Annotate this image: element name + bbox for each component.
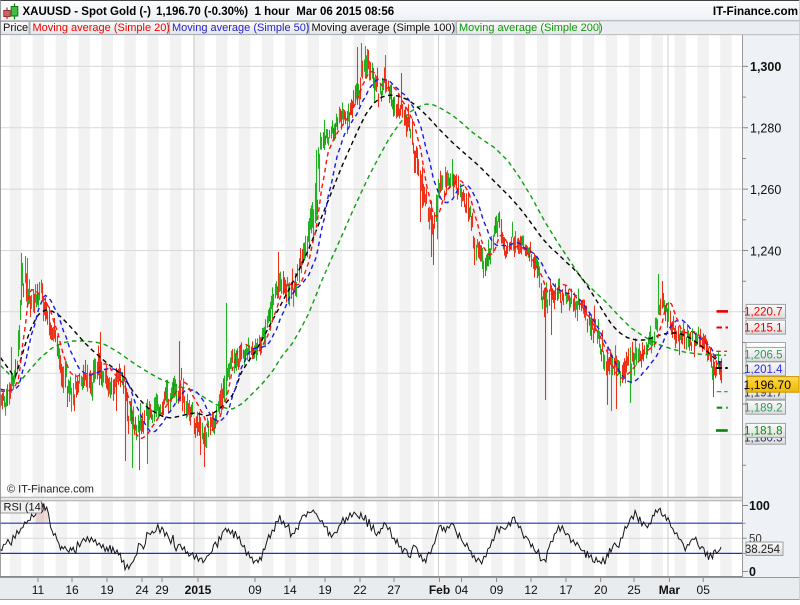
svg-text:14: 14: [283, 583, 297, 597]
svg-text:38.254: 38.254: [745, 544, 781, 556]
svg-text:1,206.5: 1,206.5: [744, 350, 782, 362]
svg-text:1,300: 1,300: [750, 60, 781, 74]
svg-text:0: 0: [749, 565, 756, 579]
svg-text:1,196.70 (-0.30%): 1,196.70 (-0.30%): [156, 6, 248, 18]
svg-text:Mar 06 2015 08:56: Mar 06 2015 08:56: [296, 6, 394, 18]
svg-text:XAUUSD - Spot Gold (-): XAUUSD - Spot Gold (-): [23, 6, 152, 18]
svg-text:1,280: 1,280: [750, 122, 781, 136]
svg-text:24: 24: [135, 583, 149, 597]
svg-text:12: 12: [524, 583, 538, 597]
svg-text:04: 04: [455, 583, 469, 597]
svg-text:1,220.7: 1,220.7: [744, 307, 782, 319]
svg-text:Mar: Mar: [659, 583, 681, 597]
svg-text:29: 29: [155, 583, 169, 597]
svg-text:1,240: 1,240: [750, 245, 781, 259]
svg-text:20: 20: [594, 583, 608, 597]
svg-text:RSI (14): RSI (14): [4, 502, 45, 514]
svg-text:IT-Finance.com: IT-Finance.com: [713, 5, 798, 18]
svg-text:19: 19: [318, 583, 332, 597]
svg-text:27: 27: [387, 583, 401, 597]
svg-text:1 hour: 1 hour: [255, 6, 291, 18]
svg-text:2015: 2015: [185, 583, 212, 597]
svg-text:Moving average (Simple 100): Moving average (Simple 100): [312, 22, 456, 34]
svg-text:1,181.8: 1,181.8: [744, 426, 782, 438]
svg-text:09: 09: [490, 583, 504, 597]
svg-text:100: 100: [749, 499, 770, 513]
svg-text:22: 22: [353, 583, 367, 597]
svg-text:1,215.1: 1,215.1: [744, 322, 782, 334]
svg-text:1,201.4: 1,201.4: [744, 364, 783, 376]
svg-text:Moving average (Simple 20): Moving average (Simple 20): [33, 22, 171, 34]
svg-text:1,196.70: 1,196.70: [744, 378, 792, 392]
svg-text:09: 09: [248, 583, 262, 597]
svg-text:17: 17: [559, 583, 573, 597]
svg-text:Feb: Feb: [429, 583, 450, 597]
svg-text:1,189.2: 1,189.2: [744, 402, 782, 414]
svg-text:05: 05: [697, 583, 711, 597]
svg-text:Price: Price: [3, 22, 28, 34]
svg-text:© IT-Finance.com: © IT-Finance.com: [7, 484, 94, 496]
svg-text:25: 25: [627, 583, 641, 597]
svg-text:11: 11: [32, 583, 45, 597]
svg-text:16: 16: [65, 583, 79, 597]
svg-text:1,260: 1,260: [750, 183, 781, 197]
svg-text:Moving average (Simple 50): Moving average (Simple 50): [172, 22, 310, 34]
svg-text:19: 19: [100, 583, 114, 597]
svg-text:Moving average (Simple 200): Moving average (Simple 200): [459, 22, 603, 34]
